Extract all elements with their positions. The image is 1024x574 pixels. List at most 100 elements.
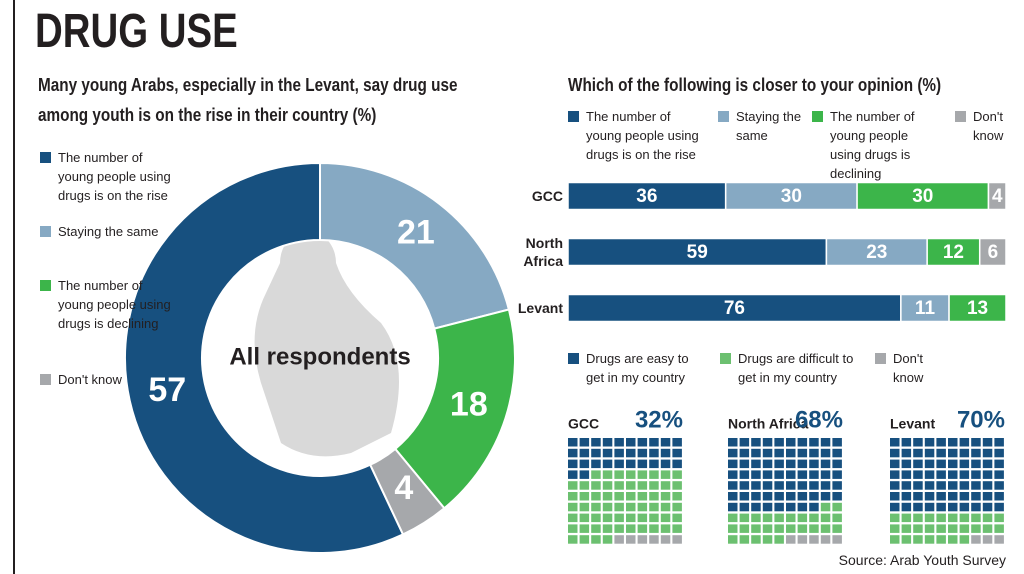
waffle-cell [948,470,958,479]
waffle-cell [959,448,970,458]
bar-value-label: 4 [992,186,1003,207]
legend-item: Staying the same [40,222,175,241]
waffle-cell [924,459,935,469]
waffle-cell [971,470,981,479]
waffle-cell [649,492,659,501]
waffle-cell [672,448,682,458]
waffle-cell [614,492,624,501]
legend-swatch [720,353,731,364]
waffle-cell [809,470,819,479]
waffle-cell [762,513,773,523]
waffle-cell [959,438,970,447]
bar-segment [948,293,1007,323]
waffle-cell [901,535,912,544]
legend-item: Don't know [875,349,935,387]
waffle-cell [614,438,624,447]
donut-segment [368,447,446,536]
donut-value-label: 21 [397,213,435,251]
donut-title: Many young Arabs, especially in the Leva… [38,75,458,125]
waffle-cell [660,524,671,533]
waffle-cell [809,492,819,501]
waffle-cell [602,459,613,469]
waffle-cell [809,459,819,469]
waffle-cell [774,448,784,458]
waffle-cell [602,438,613,447]
waffle-cell [913,470,923,479]
waffle-cell [890,459,900,469]
waffle-cell [982,448,993,458]
waffle-cell [948,448,958,458]
legend-item: Drugs are difficult to get in my country [720,349,865,387]
bar-value-label: 76 [724,298,745,319]
waffle-cell [728,513,738,523]
waffle-cell [728,481,738,490]
waffle-cell [797,470,808,479]
waffle-cell [774,524,784,533]
legend-label: Don't know [893,351,924,385]
bar-segment [567,237,828,267]
legend-label: Drugs are easy to get in my country [586,351,689,385]
category-label: Levant [517,300,563,316]
waffle-cell [890,470,900,479]
waffle-cell [994,535,1004,544]
waffle-cell [797,513,808,523]
waffle-cell [797,492,808,501]
waffle-cell [959,513,970,523]
waffle-cell [832,438,842,447]
waffle-cell [579,470,590,479]
waffle-cell [994,481,1004,490]
waffle-cell [728,492,738,501]
waffle-cell [739,459,750,469]
waffle-cell [649,502,659,512]
waffle-cell [959,524,970,533]
waffle-cell [786,492,796,501]
waffle-cell [762,470,773,479]
waffle-cell [672,524,682,533]
waffle-cell [602,513,613,523]
waffle-cell [820,448,831,458]
waffle-cell [626,481,636,490]
waffle-cell [751,481,761,490]
legend-item: The number of young people using drugs i… [40,148,175,205]
waffle-cell [786,448,796,458]
bar-segment [825,237,928,267]
waffle-cell [924,492,935,501]
waffle-cell [672,459,682,469]
waffle-cell [672,513,682,523]
waffle-cell [649,481,659,490]
waffle-value-label: 68% [795,406,843,433]
waffle-cell [626,492,636,501]
waffle-cell [739,524,750,533]
waffle-cell [994,448,1004,458]
waffle-cell [637,448,648,458]
waffle-cell [924,438,935,447]
legend-label: The number of young people using drugs i… [830,109,915,181]
legend-swatch [955,111,966,122]
waffle-cell [568,438,578,447]
waffle-cell [820,470,831,479]
waffle-cell [774,438,784,447]
waffle-cell [994,459,1004,469]
waffle-cell [614,513,624,523]
waffle-cell [762,438,773,447]
waffle-cell [913,459,923,469]
waffle-cell [982,470,993,479]
waffle-cell [637,502,648,512]
waffle-cell [982,459,993,469]
waffle-cell [739,492,750,501]
waffle-cell [913,535,923,544]
waffle-cell [762,481,773,490]
waffle-value-label: 32% [635,406,683,433]
waffle-cell [959,535,970,544]
waffle-cell [890,524,900,533]
waffle-cell [924,524,935,533]
waffle-cell [568,492,578,501]
waffle-cell [626,535,636,544]
waffle-cell [994,492,1004,501]
waffle-cell [924,470,935,479]
bar-segment [900,293,950,323]
waffle-cell [820,535,831,544]
waffle-cell [602,481,613,490]
waffle-cell [809,481,819,490]
waffle-cell [728,502,738,512]
